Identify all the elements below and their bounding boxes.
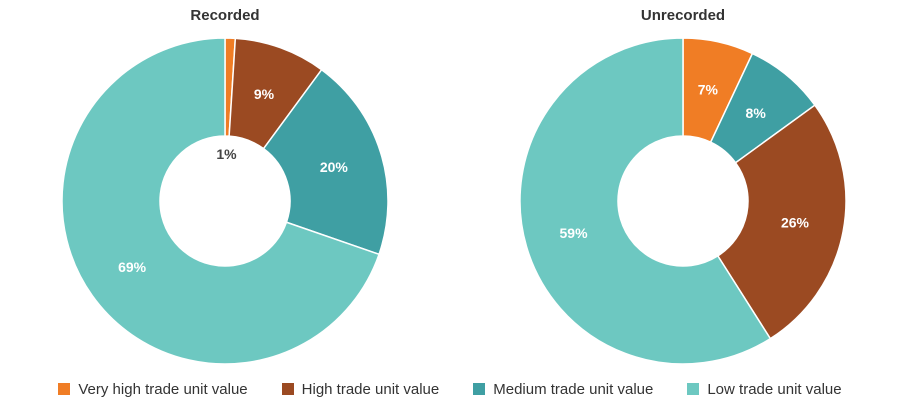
chart-title-unrecorded: Unrecorded — [641, 7, 725, 24]
legend-swatch-low — [687, 383, 700, 395]
legend-swatch-high — [281, 383, 294, 395]
legend-item-very-high: Very high trade unit value — [58, 380, 248, 398]
data-label-unrecorded-medium-trade-unit-value: 8% — [746, 105, 767, 121]
legend-item-medium: Medium trade unit value — [473, 381, 653, 398]
chart-title-recorded: Recorded — [190, 7, 259, 24]
donut-recorded: Recorded 1% 9% 20% 69% — [61, 7, 389, 365]
slice-unrecorded-high-trade-unit-value — [716, 104, 847, 340]
legend-label-medium: Medium trade unit value — [493, 380, 654, 398]
slice-recorded-low-trade-unit-value — [61, 37, 380, 365]
data-label-recorded-high-trade-unit-value: 9% — [254, 86, 275, 102]
data-label-unrecorded-low-trade-unit-value: 59% — [560, 225, 589, 241]
legend-label-very-high: Very high trade unit value — [78, 380, 248, 398]
legend-item-high: High trade unit value — [281, 380, 440, 398]
legend: Very high trade unit value High trade un… — [0, 378, 900, 400]
slice-recorded-medium-trade-unit-value — [262, 68, 389, 256]
slice-unrecorded-low-trade-unit-value — [519, 37, 772, 365]
data-label-recorded-very-high-trade-unit-value: 1% — [216, 146, 237, 162]
legend-label-low: Low trade unit value — [707, 380, 842, 398]
legend-item-low: Low trade unit value — [687, 380, 842, 398]
data-label-unrecorded-high-trade-unit-value: 26% — [781, 214, 810, 230]
data-label-unrecorded-very-high-trade-unit-value: 7% — [698, 82, 719, 98]
legend-swatch-medium — [473, 383, 486, 395]
data-label-recorded-medium-trade-unit-value: 20% — [320, 159, 349, 175]
data-label-recorded-low-trade-unit-value: 69% — [118, 259, 147, 275]
legend-swatch-very-high — [58, 383, 71, 395]
legend-label-high: High trade unit value — [301, 380, 440, 398]
donut-unrecorded: Unrecorded 7% 8% 26% 59% — [519, 7, 847, 365]
